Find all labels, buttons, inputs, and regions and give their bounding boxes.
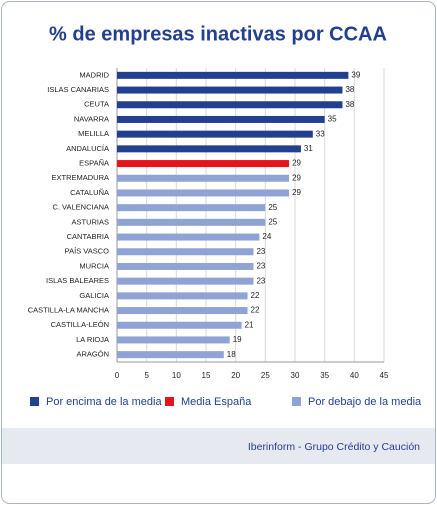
- bar: [117, 130, 313, 138]
- bar: [117, 204, 266, 212]
- y-tick-label: ANDALUCÍA: [66, 144, 109, 153]
- y-tick-label: CASTILLA-LEÓN: [51, 320, 109, 329]
- y-tick-label: CEUTA: [84, 100, 109, 109]
- y-tick-label: EXTREMADURA: [51, 173, 109, 182]
- x-tick-label: 5: [144, 371, 149, 380]
- x-tick-label: 15: [202, 371, 211, 380]
- value-label: 22: [251, 291, 260, 300]
- legend-marker: [30, 397, 39, 406]
- value-label: 35: [328, 115, 337, 124]
- y-tick-label: ASTURIAS: [71, 217, 109, 226]
- bar: [117, 160, 290, 168]
- y-tick-label: C. VALENCIANA: [52, 203, 109, 212]
- y-tick-label: MADRID: [79, 70, 109, 79]
- bar: [117, 115, 325, 123]
- source: Iberinform - Grupo Crédito y Caución: [248, 441, 420, 453]
- bar: [117, 145, 301, 153]
- bar: [117, 218, 266, 226]
- value-label: 23: [256, 262, 265, 271]
- y-tick-label: CANTABRIA: [67, 232, 109, 241]
- value-label: 29: [292, 188, 301, 197]
- x-tick-label: 30: [291, 371, 300, 380]
- legend-marker: [292, 397, 301, 406]
- value-label: 39: [351, 70, 360, 79]
- x-tick-label: 0: [115, 371, 120, 380]
- chart-title: % de empresas inactivas por CCAA: [49, 23, 387, 45]
- bar: [117, 101, 343, 109]
- value-label: 25: [268, 203, 277, 212]
- bar: [117, 307, 248, 315]
- value-label: 31: [304, 144, 313, 153]
- y-tick-label: MURCIA: [79, 261, 109, 270]
- value-label: 22: [251, 306, 260, 315]
- value-label: 21: [245, 320, 254, 329]
- bar: [117, 321, 242, 329]
- bar: [117, 174, 290, 182]
- value-label: 33: [316, 129, 325, 138]
- y-tick-label: PAÍS VASCO: [65, 247, 109, 256]
- value-label: 38: [345, 85, 354, 94]
- footer-band: [2, 428, 435, 464]
- x-tick-label: 40: [350, 371, 359, 380]
- x-tick-label: 10: [172, 371, 181, 380]
- y-tick-label: MELILLA: [78, 129, 109, 138]
- y-tick-label: LA RIOJA: [76, 335, 109, 344]
- bar: [117, 277, 254, 285]
- y-tick-label: ISLAS CANARIAS: [47, 85, 109, 94]
- value-label: 29: [292, 159, 301, 168]
- value-label: 38: [345, 100, 354, 109]
- x-tick-label: 45: [380, 371, 389, 380]
- value-label: 18: [227, 350, 236, 359]
- y-tick-label: ARAGÓN: [76, 350, 109, 359]
- y-tick-label: GALICIA: [79, 291, 109, 300]
- bar: [117, 292, 248, 300]
- bar: [117, 262, 254, 270]
- bar: [117, 86, 343, 94]
- bar: [117, 233, 260, 241]
- value-label: 23: [256, 247, 265, 256]
- value-label: 25: [268, 217, 277, 226]
- value-label: 19: [233, 335, 242, 344]
- y-tick-label: CATALUÑA: [70, 188, 109, 197]
- value-label: 29: [292, 173, 301, 182]
- bar: [117, 189, 290, 197]
- bar: [117, 248, 254, 256]
- x-tick-label: 25: [261, 371, 270, 380]
- bar: [117, 336, 230, 344]
- legend-label: Media España: [181, 396, 252, 408]
- y-tick-label: CASTILLA-LA MANCHA: [28, 306, 109, 315]
- y-tick-label: ISLAS BALEARES: [46, 276, 109, 285]
- bar: [117, 71, 349, 79]
- bar: [117, 351, 224, 359]
- x-tick-label: 20: [231, 371, 240, 380]
- x-tick-label: 35: [320, 371, 329, 380]
- value-label: 24: [262, 232, 271, 241]
- legend-marker: [165, 397, 174, 406]
- y-tick-label: NAVARRA: [74, 114, 109, 123]
- legend-label: Por debajo de la media: [308, 396, 422, 408]
- y-tick-label: ESPAÑA: [79, 159, 109, 168]
- legend-label: Por encima de la media: [46, 396, 162, 408]
- value-label: 23: [256, 276, 265, 285]
